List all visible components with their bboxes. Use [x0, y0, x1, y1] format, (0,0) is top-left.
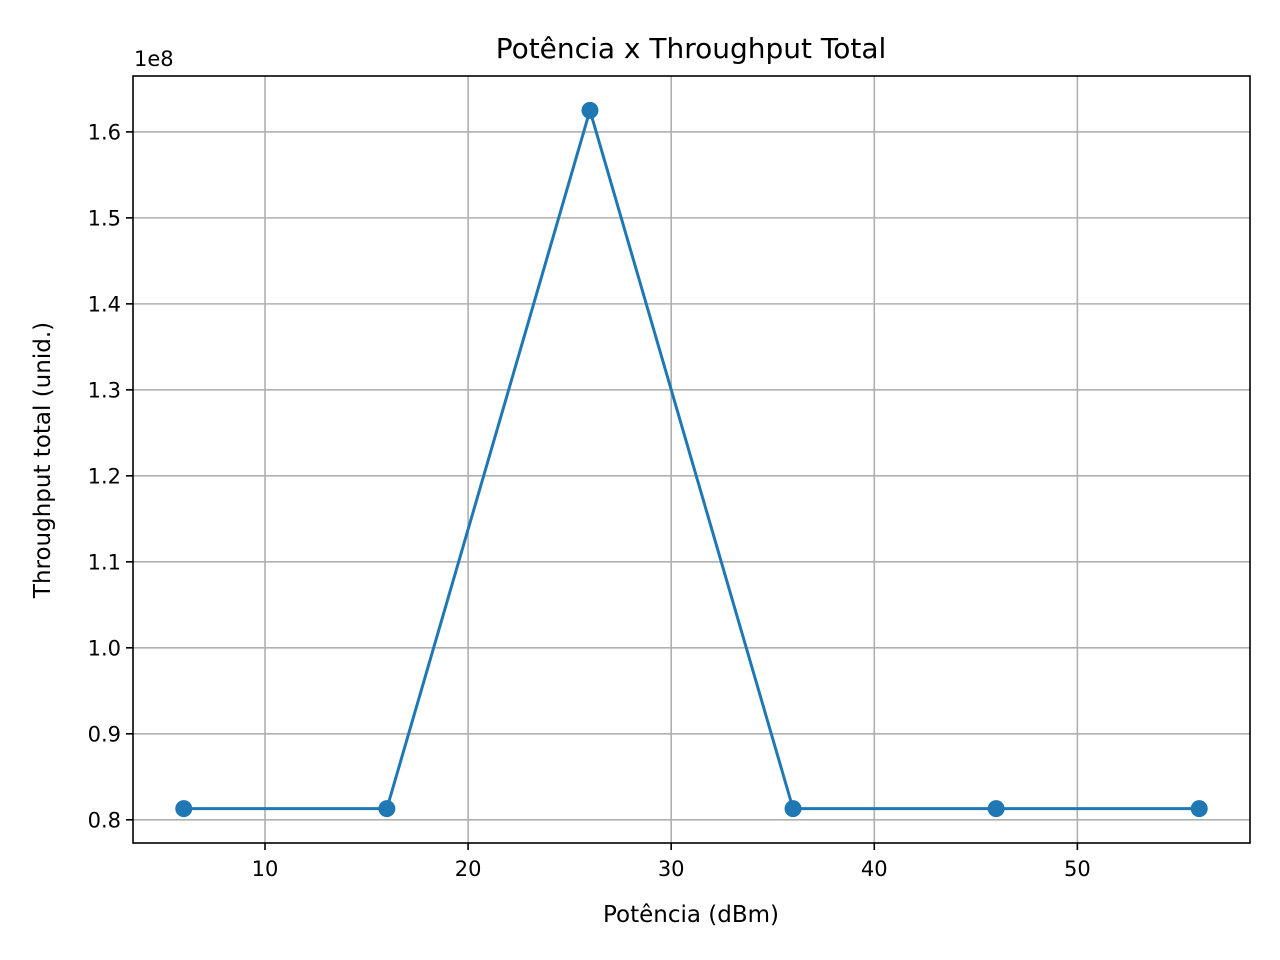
- series-line: [183, 108, 1200, 811]
- chart-title: Potência x Throughput Total: [496, 32, 887, 65]
- x-tick-label: 10: [252, 857, 279, 881]
- x-tick-label: 30: [658, 857, 685, 881]
- grid: [133, 76, 1250, 843]
- data-point: [378, 800, 396, 818]
- x-tick-label: 50: [1064, 857, 1091, 881]
- y-tick-label: 1.0: [88, 636, 121, 660]
- axis-ticks: 10 20 30 40 50 0.8 0.9 1.0 1.1 1.2 1.3 1.4 1.5 1.6: [88, 120, 1091, 881]
- x-tick-label: 20: [455, 857, 482, 881]
- plot-area-frame: [132, 75, 1251, 844]
- y-tick-label: 0.8: [88, 808, 121, 832]
- y-tick-label: 1.2: [88, 464, 121, 488]
- data-point: [581, 101, 599, 119]
- y-axis-label: Throughput total (unid.): [30, 322, 56, 599]
- data-point: [175, 800, 193, 818]
- y-tick-label: 1.4: [88, 292, 121, 316]
- y-tick-label: 1.6: [88, 120, 121, 144]
- y-tick-label: 1.3: [88, 378, 121, 402]
- y-axis-offset-label: 1e8: [134, 47, 174, 71]
- x-axis-label: Potência (dBm): [603, 902, 779, 928]
- y-tick-label: 1.1: [88, 550, 121, 574]
- y-tick-label: 0.9: [88, 722, 121, 746]
- data-point: [987, 800, 1005, 818]
- x-tick-label: 40: [861, 857, 888, 881]
- data-series: [175, 101, 1208, 818]
- y-tick-label: 1.5: [88, 206, 121, 230]
- data-point: [1190, 800, 1208, 818]
- data-point: [784, 800, 802, 818]
